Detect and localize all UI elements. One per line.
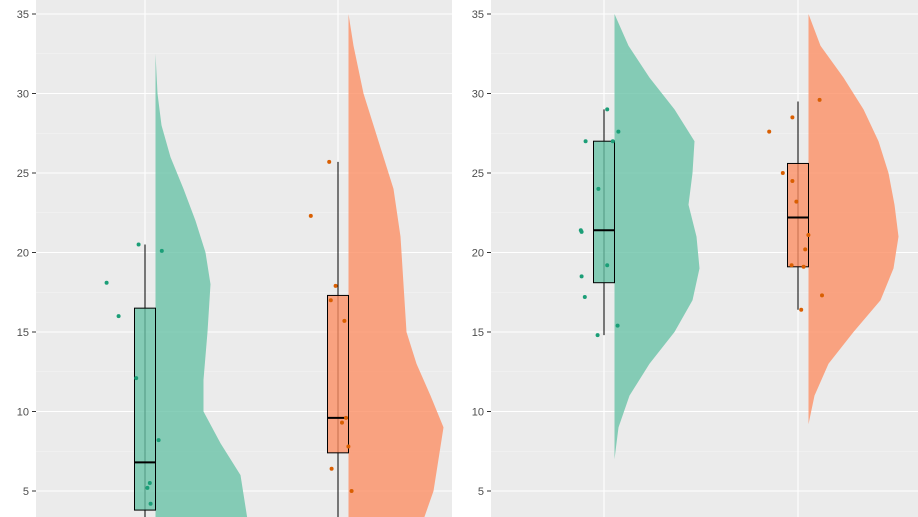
data-point <box>340 420 344 425</box>
data-point <box>615 323 620 328</box>
data-point <box>136 242 141 247</box>
data-point <box>596 186 601 191</box>
y-tick-label: 25 <box>17 168 29 180</box>
y-tick-label: 30 <box>472 89 484 101</box>
box <box>593 140 615 284</box>
data-point <box>605 107 610 112</box>
data-point <box>147 481 152 486</box>
data-point <box>803 247 808 252</box>
data-point <box>327 159 332 164</box>
data-point <box>333 283 338 288</box>
data-point <box>806 233 811 238</box>
data-point <box>790 115 795 120</box>
data-point <box>794 199 799 204</box>
box <box>134 307 156 511</box>
data-point <box>578 228 583 233</box>
data-point <box>801 264 806 269</box>
data-point <box>582 295 587 300</box>
y-tick-label: 10 <box>472 407 484 419</box>
data-point <box>789 263 794 268</box>
data-point <box>349 489 354 493</box>
data-point <box>156 438 161 443</box>
y-tick-label: 20 <box>17 248 29 260</box>
chart-panel-2: 5 10 15 20 25 30 35 <box>472 0 918 517</box>
data-point <box>817 97 822 102</box>
y-tick-label: 5 <box>478 486 484 498</box>
data-point <box>344 415 348 420</box>
y-tick-label: 15 <box>472 327 484 339</box>
data-point <box>583 139 588 144</box>
box <box>787 162 809 268</box>
density-cloud-2 <box>808 14 899 425</box>
density-cloud-2 <box>348 14 444 517</box>
data-point <box>780 171 785 175</box>
data-point <box>328 298 333 303</box>
data-point <box>346 444 351 449</box>
y-tick-label: 10 <box>17 407 29 419</box>
data-point <box>605 263 610 268</box>
data-point <box>610 139 615 144</box>
data-point <box>616 129 621 134</box>
data-point <box>145 485 150 490</box>
y-tick-label: 30 <box>17 89 29 101</box>
data-point <box>790 178 795 183</box>
y-tick-label: 35 <box>472 9 484 21</box>
data-point <box>134 376 139 381</box>
data-point <box>104 280 109 285</box>
data-point <box>159 248 164 253</box>
data-point <box>799 307 804 312</box>
y-tick-label: 5 <box>23 486 29 498</box>
data-point <box>579 274 584 279</box>
data-point <box>308 213 313 218</box>
data-point <box>595 333 600 338</box>
chart-panel-1: 5 10 15 20 25 30 35 <box>17 0 452 517</box>
density-cloud-1 <box>155 53 248 517</box>
y-tick-label: 15 <box>17 327 29 339</box>
data-point <box>342 318 347 323</box>
density-cloud-1 <box>614 14 700 460</box>
data-point <box>767 129 772 134</box>
y-tick-label: 35 <box>17 9 29 21</box>
y-tick-label: 25 <box>472 168 484 180</box>
box <box>327 294 349 454</box>
data-point <box>116 314 121 319</box>
data-point <box>820 293 824 298</box>
y-tick-label: 20 <box>472 248 484 260</box>
data-point <box>148 501 153 506</box>
data-point <box>329 466 334 471</box>
